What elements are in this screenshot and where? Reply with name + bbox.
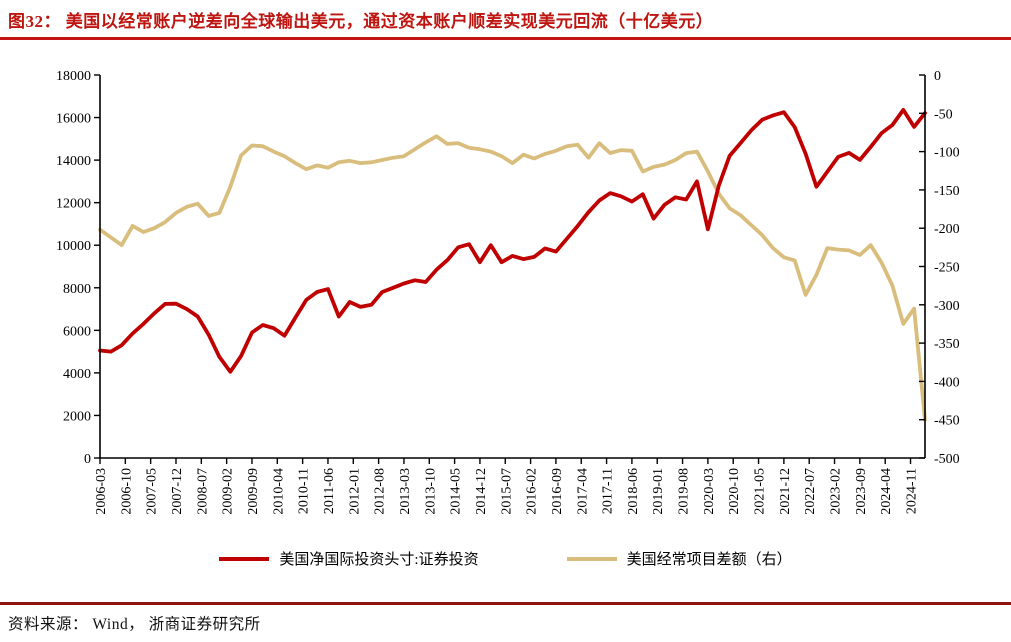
chart-canvas: 18000 16000 14000 12000 10000 8000 6000 4000 200…	[56, 69, 960, 515]
x-axis-tick-label: 2024-04	[879, 468, 894, 515]
x-axis-tick-label: 2010-04	[271, 468, 286, 515]
legend-item-net-iip[interactable]: 美国净国际投资头寸:证券投资	[219, 548, 479, 569]
x-axis-tick-label: 2011-06	[322, 468, 337, 514]
x-axis-tick-label: 2020-03	[702, 468, 717, 515]
x-axis-tick-label: 2014-05	[449, 468, 464, 515]
x-axis-tick-label: 2012-08	[373, 468, 388, 515]
right-axis-tick-label: 0	[934, 69, 941, 84]
right-axis-tick-label: -150	[934, 184, 960, 199]
left-axis-tick-label: 16000	[56, 112, 91, 127]
right-axis-tick-label: -350	[934, 337, 960, 352]
figure-title: 图32： 美国以经常账户逆差向全球输出美元，通过资本账户顺差实现美元回流（十亿美…	[8, 12, 714, 31]
x-axis-tick-label: 2017-04	[575, 468, 590, 515]
x-axis-tick-label: 2007-12	[170, 468, 185, 515]
tan-series-line	[98, 134, 927, 422]
left-axis-tick-label: 0	[84, 452, 91, 467]
x-axis-tick-label: 2019-08	[677, 468, 692, 515]
x-axis-tick-label: 2015-07	[499, 468, 514, 515]
x-axis-tick-label: 2023-09	[854, 468, 869, 515]
tan-line-swatch-icon	[566, 556, 617, 561]
title-divider	[0, 37, 1011, 40]
left-axis-tick-label: 8000	[63, 282, 91, 297]
legend-item-current-account[interactable]: 美国经常项目差额（右）	[566, 548, 792, 569]
x-axis-tick-label: 2016-09	[550, 468, 565, 515]
x-axis-tick-label: 2013-03	[398, 468, 413, 515]
red-series-line	[98, 108, 927, 374]
x-axis-tick-label: 2008-07	[195, 468, 210, 515]
x-axis-tick-label: 2006-10	[119, 468, 134, 515]
x-axis-tick-label: 2021-05	[753, 468, 768, 515]
x-axis-tick-label: 2013-10	[423, 468, 438, 515]
x-axis-tick-label: 2006-03	[94, 468, 109, 515]
legend-label-net-iip: 美国净国际投资头寸:证券投资	[279, 552, 479, 568]
footer-divider	[0, 602, 1011, 605]
legend-label-current-account: 美国经常项目差额（右）	[626, 552, 792, 568]
x-axis-tick-label: 2016-02	[525, 468, 540, 515]
x-axis-tick-label: 2019-01	[651, 468, 666, 515]
right-axis-tick-label: -500	[934, 452, 960, 467]
right-axis-tick-label: -100	[934, 146, 960, 161]
left-axis-tick-label: 10000	[56, 239, 91, 254]
x-axis-tick-label: 2023-02	[829, 468, 844, 515]
x-axis-tick-label: 2007-05	[145, 468, 160, 515]
left-axis-tick-label: 18000	[56, 69, 91, 84]
left-axis-tick-label: 4000	[63, 367, 91, 382]
right-axis-tick-label: -200	[934, 222, 960, 237]
right-axis-tick-label: -50	[934, 107, 953, 122]
left-axis-tick-label: 2000	[63, 409, 91, 424]
right-axis-tick-label: -400	[934, 375, 960, 390]
red-line-swatch-icon	[219, 556, 270, 561]
x-axis-tick-label: 2017-11	[601, 468, 616, 514]
x-axis-tick-label: 2014-12	[474, 468, 489, 515]
x-axis-tick-label: 2024-11	[905, 468, 920, 514]
x-axis-tick-label: 2012-01	[347, 468, 362, 515]
source-note: 资料来源： Wind， 浙商证券研究所	[8, 616, 261, 633]
x-axis-tick-label: 2010-11	[297, 468, 312, 514]
right-axis-tick-label: -250	[934, 261, 960, 276]
left-axis-tick-label: 6000	[63, 324, 91, 339]
right-axis-tick-label: -450	[934, 414, 960, 429]
x-axis-tick-label: 2022-07	[803, 468, 818, 515]
x-axis-tick-label: 2009-02	[221, 468, 236, 515]
right-axis-tick-label: -300	[934, 299, 960, 314]
left-axis-tick-label: 14000	[56, 154, 91, 169]
x-axis-tick-label: 2021-12	[778, 468, 793, 515]
x-axis-tick-label: 2009-09	[246, 468, 261, 515]
x-axis-tick-label: 2020-10	[727, 468, 742, 515]
left-axis-tick-label: 12000	[56, 197, 91, 212]
chart-legend: 美国净国际投资头寸:证券投资 美国经常项目差额（右）	[0, 548, 1011, 569]
x-axis-tick-label: 2018-06	[626, 468, 641, 515]
